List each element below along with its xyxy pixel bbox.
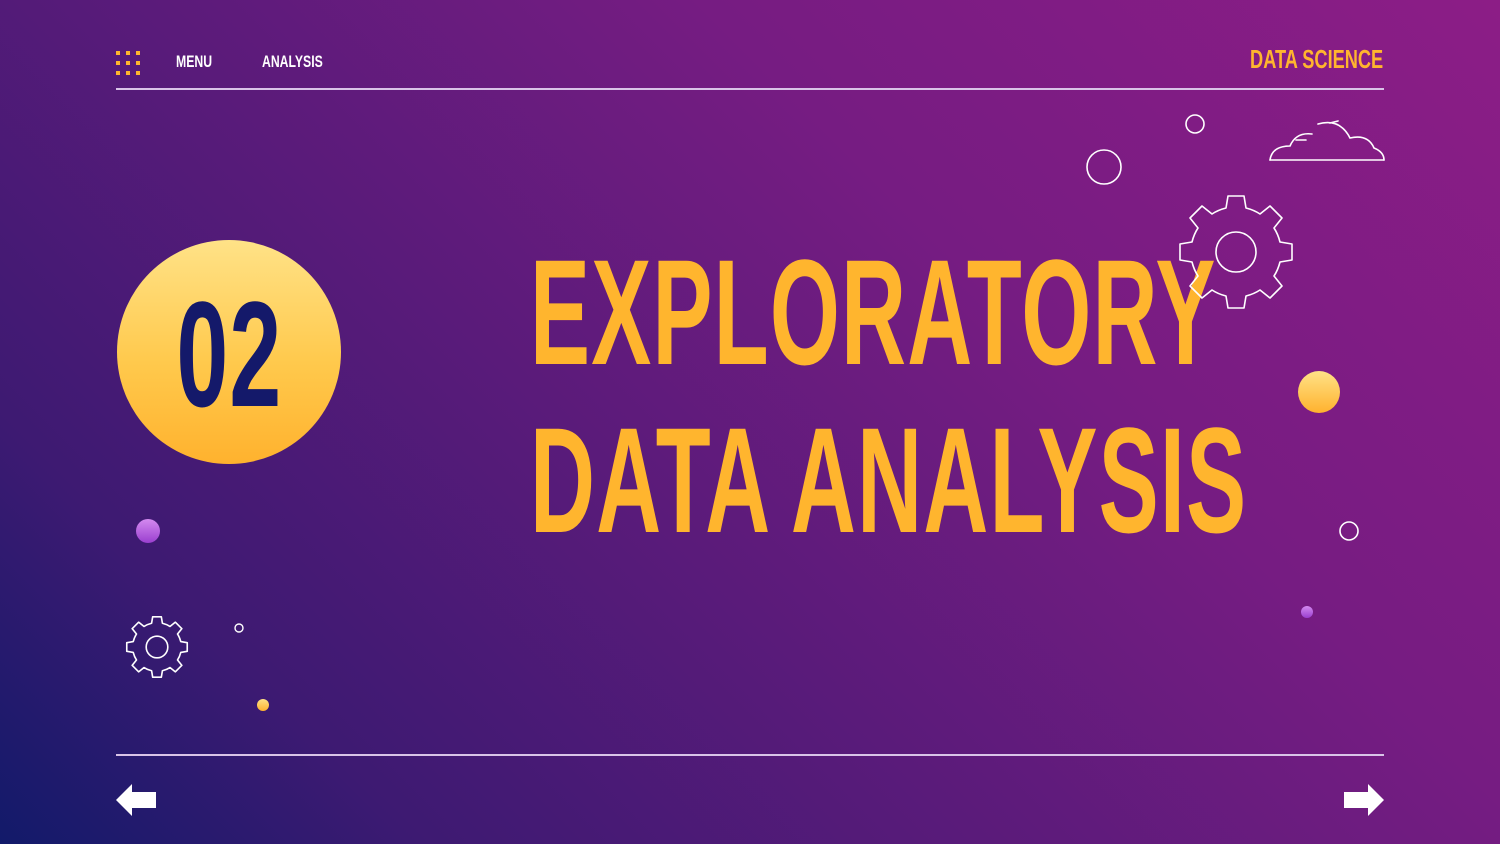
section-title-line-1: EXPLORATORY bbox=[530, 228, 1217, 396]
section-title-line-2: DATA ANALYSIS bbox=[530, 396, 1248, 564]
deco-ring-right bbox=[1339, 521, 1359, 541]
arrow-right-icon[interactable] bbox=[1344, 784, 1384, 816]
arrow-left-icon[interactable] bbox=[116, 784, 156, 816]
gear-icon-small bbox=[125, 615, 189, 679]
cloud-icon bbox=[1269, 120, 1385, 161]
grid-menu-icon[interactable] bbox=[116, 51, 140, 75]
top-divider bbox=[116, 88, 1384, 90]
section-number-badge: 02 bbox=[117, 240, 341, 464]
deco-dot-yellow-small bbox=[257, 699, 269, 711]
deco-ring-medium bbox=[1086, 149, 1122, 185]
section-number: 02 bbox=[176, 270, 282, 438]
section-title: EXPLORATORY DATA ANALYSIS bbox=[350, 228, 1250, 564]
deco-ring-small bbox=[1185, 114, 1205, 134]
deco-dot-yellow-large bbox=[1298, 371, 1340, 413]
nav-analysis-link[interactable]: ANALYSIS bbox=[262, 52, 323, 71]
brand-label: DATA SCIENCE bbox=[1249, 44, 1383, 74]
nav-menu-link[interactable]: MENU bbox=[176, 52, 213, 71]
deco-dot-purple-left bbox=[136, 519, 160, 543]
bottom-divider bbox=[116, 754, 1384, 756]
deco-dot-purple-right bbox=[1301, 606, 1313, 618]
deco-ring-tiny bbox=[234, 623, 244, 633]
